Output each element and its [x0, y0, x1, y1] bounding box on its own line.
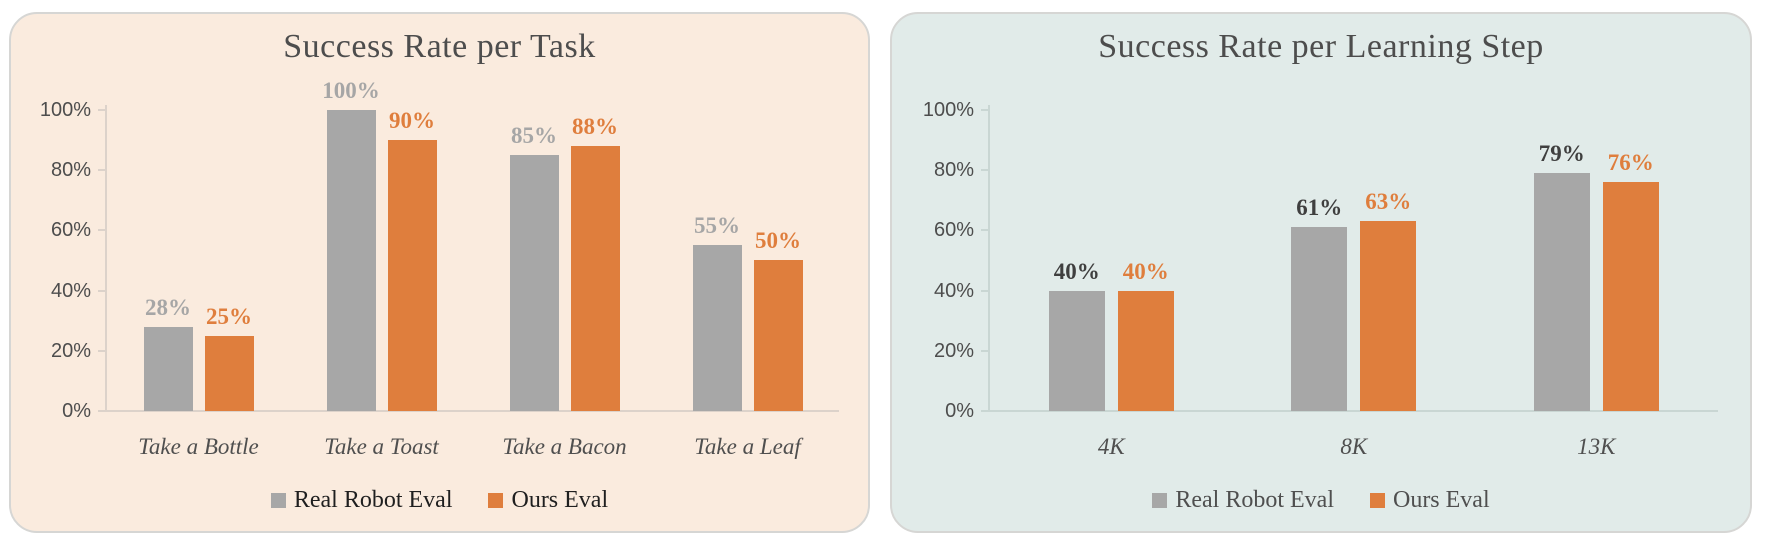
y-axis-tick-label: 0% — [945, 400, 974, 422]
chart-panel-success-rate-per-learning-step: Success Rate per Learning Step 100% 80% 60… — [890, 12, 1752, 533]
y-axis-tick-label: 100% — [39, 99, 91, 121]
bar-value-label: 79% — [1538, 141, 1585, 166]
y-axis-tick-label: 20% — [50, 339, 91, 362]
bar-value-label: 88% — [572, 114, 618, 139]
category-label: 8K — [1340, 434, 1368, 459]
legend-label: Real Robot Eval — [293, 486, 453, 513]
legend-item-real-robot-eval: Real Robot Eval — [270, 486, 453, 514]
x-axis-line — [105, 410, 839, 412]
category-label: Take a Bacon — [502, 434, 627, 459]
bar-ours-eval — [204, 336, 254, 411]
legend-label: Ours Eval — [511, 486, 609, 513]
y-axis-tick — [98, 109, 105, 111]
legend: Real Robot Eval Ours Eval — [11, 486, 868, 514]
y-axis-tick-label: 20% — [933, 339, 974, 362]
category-label: Take a Toast — [324, 434, 439, 459]
y-axis-tick-label: 40% — [50, 279, 91, 302]
y-axis-tick — [981, 349, 988, 352]
chart-title: Success Rate per Task — [283, 28, 596, 65]
bar-value-label: 85% — [511, 123, 557, 148]
bar-value-label: 25% — [206, 304, 252, 329]
bar-real-robot-eval — [326, 110, 376, 411]
y-axis-tick-label: 0% — [62, 400, 91, 422]
bar-value-label: 40% — [1122, 259, 1169, 284]
legend-item-ours-eval: Ours Eval — [1369, 486, 1490, 514]
y-axis-tick — [981, 229, 988, 232]
bar-real-robot-eval — [1533, 173, 1590, 411]
legend-item-real-robot-eval: Real Robot Eval — [1152, 487, 1334, 514]
legend: Real Robot Eval Ours Eval — [892, 486, 1750, 514]
legend-swatch — [270, 492, 286, 508]
bar-value-label: 61% — [1296, 195, 1343, 220]
legend-swatch — [488, 492, 504, 508]
bar-real-robot-eval — [1291, 227, 1348, 411]
y-axis-tick — [981, 410, 988, 412]
legend-label: Real Robot Eval — [1175, 486, 1334, 513]
chart-panel-success-rate-per-task: Success Rate per Task 100% 80% 60% 40% 20% 0%… — [9, 12, 870, 533]
chart-title: Success Rate per Learning Step — [1098, 28, 1544, 65]
category-label: Take a Bottle — [138, 434, 259, 459]
bar-value-label: 28% — [145, 295, 191, 320]
bar-real-robot-eval — [509, 155, 559, 411]
y-axis-tick — [98, 349, 105, 352]
legend-swatch — [1152, 492, 1168, 508]
y-axis-line — [988, 105, 990, 411]
legend-label: Ours Eval — [1392, 486, 1490, 513]
x-axis-line — [988, 410, 1718, 412]
y-axis-tick-label: 80% — [50, 159, 91, 182]
category-label: 13K — [1577, 434, 1616, 459]
bar-value-label: 40% — [1053, 259, 1100, 284]
bar-value-label: 90% — [389, 108, 435, 133]
y-axis-tick — [981, 169, 988, 172]
legend-swatch — [1369, 492, 1385, 508]
bar-ours-eval — [387, 140, 437, 411]
bar-value-label: 50% — [755, 228, 801, 253]
bar-ours-eval — [753, 260, 803, 411]
y-axis-tick-label: 100% — [922, 99, 974, 121]
bar-value-label: 55% — [694, 213, 740, 238]
y-axis-tick — [981, 289, 988, 292]
y-axis-tick — [98, 169, 105, 172]
y-axis-line — [105, 105, 107, 411]
bar-ours-eval — [1602, 182, 1659, 411]
y-axis-tick — [98, 229, 105, 232]
bar-real-robot-eval — [692, 245, 742, 411]
bar-ours-eval — [570, 146, 620, 411]
y-axis-tick-label: 60% — [50, 219, 91, 242]
y-axis-tick — [98, 410, 105, 412]
category-label: 4K — [1097, 434, 1125, 459]
bar-value-label: 100% — [322, 78, 380, 103]
bar-value-label: 63% — [1365, 189, 1412, 214]
bar-ours-eval — [1117, 291, 1174, 411]
legend-item-ours-eval: Ours Eval — [488, 487, 608, 514]
y-axis-tick — [981, 109, 988, 111]
y-axis-tick-label: 60% — [933, 219, 974, 242]
y-axis-tick — [98, 289, 105, 292]
bar-real-robot-eval — [143, 327, 193, 411]
bar-value-label: 76% — [1607, 150, 1654, 175]
bar-ours-eval — [1360, 221, 1417, 411]
bar-real-robot-eval — [1048, 291, 1105, 411]
y-axis-tick-label: 80% — [933, 159, 974, 182]
category-label: Take a Leaf — [694, 434, 801, 459]
y-axis-tick-label: 40% — [933, 279, 974, 302]
